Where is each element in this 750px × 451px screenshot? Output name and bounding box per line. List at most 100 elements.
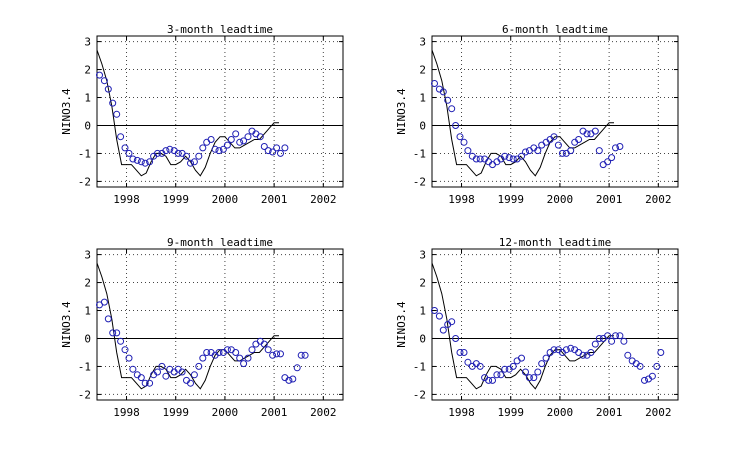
forecast-point bbox=[567, 344, 575, 352]
forecast-point bbox=[518, 354, 525, 362]
forecast-point bbox=[166, 145, 174, 153]
x-tick-label: 2002 bbox=[310, 406, 337, 419]
forecast-point bbox=[476, 362, 484, 370]
forecast-point bbox=[133, 156, 141, 164]
x-tick-label: 1998 bbox=[113, 193, 140, 206]
forecast-point bbox=[141, 379, 149, 387]
forecast-point bbox=[460, 138, 468, 146]
forecast-point bbox=[550, 346, 558, 354]
forecast-point bbox=[289, 375, 297, 383]
forecast-point bbox=[236, 354, 244, 362]
observed-line bbox=[431, 49, 614, 177]
forecast-point bbox=[256, 133, 264, 141]
forecast-point bbox=[530, 374, 538, 382]
forecast-point bbox=[195, 362, 203, 370]
y-tick-label: 0 bbox=[84, 332, 91, 345]
panel-title: 3-month leadtime bbox=[167, 23, 273, 36]
forecast-point bbox=[252, 340, 260, 348]
forecast-point bbox=[587, 349, 595, 356]
x-tick-label: 1999 bbox=[162, 406, 189, 419]
forecast-point bbox=[485, 376, 493, 384]
forecast-point bbox=[211, 145, 219, 153]
x-tick-label: 2001 bbox=[261, 406, 288, 419]
forecast-point bbox=[464, 147, 472, 155]
forecast-point bbox=[448, 105, 456, 113]
forecast-point bbox=[277, 149, 284, 157]
forecast-point bbox=[154, 368, 161, 376]
forecast-point bbox=[232, 130, 240, 138]
forecast-point bbox=[583, 130, 591, 138]
forecast-point bbox=[232, 349, 240, 356]
forecast-point bbox=[109, 99, 117, 107]
forecast-point bbox=[612, 144, 619, 152]
forecast-point bbox=[493, 371, 501, 379]
forecast-point bbox=[227, 346, 235, 354]
forecast-point bbox=[604, 332, 612, 340]
forecast-point bbox=[636, 362, 644, 370]
panel-title: 6-month leadtime bbox=[502, 23, 608, 36]
forecast-point bbox=[260, 143, 268, 150]
forecast-point bbox=[264, 346, 272, 354]
forecast-point bbox=[575, 136, 583, 143]
forecast-point bbox=[178, 368, 186, 376]
forecast-point bbox=[260, 340, 268, 348]
panel-3-month: 1998 1999 2000 2001 2002 -2 -1 0 1 2 3 3-month lead… bbox=[60, 23, 344, 206]
forecast-point bbox=[269, 351, 277, 359]
forecast-point bbox=[612, 332, 619, 340]
forecast-point bbox=[472, 155, 480, 163]
forecast-point bbox=[489, 376, 496, 384]
forecast-point bbox=[620, 337, 628, 345]
y-tick-label: 1 bbox=[84, 92, 91, 105]
forecast-point bbox=[567, 147, 575, 155]
forecast-point bbox=[104, 85, 112, 93]
forecast-point bbox=[431, 80, 438, 87]
forecast-point bbox=[435, 312, 443, 320]
forecast-point bbox=[146, 379, 154, 387]
forecast-point bbox=[558, 149, 566, 157]
forecast-point bbox=[109, 329, 117, 337]
forecast-point bbox=[509, 362, 517, 370]
y-tick-label: 0 bbox=[84, 119, 91, 132]
y-tick-label: -2 bbox=[78, 388, 91, 401]
forecast-point bbox=[513, 155, 521, 163]
forecast-point bbox=[178, 149, 186, 157]
forecast-point bbox=[117, 133, 125, 141]
forecast-point bbox=[522, 368, 529, 376]
y-tick-label: -2 bbox=[413, 175, 426, 188]
forecast-point bbox=[657, 349, 665, 356]
forecast-point bbox=[154, 149, 161, 157]
forecast-point bbox=[113, 329, 121, 337]
forecast-point bbox=[501, 365, 509, 373]
forecast-point bbox=[595, 147, 603, 155]
panel-9-month: 1998 1999 2000 2001 2002 -2 -1 0 1 2 3 9-month lead… bbox=[60, 236, 344, 419]
forecast-point bbox=[187, 159, 194, 167]
forecast-point bbox=[538, 141, 546, 149]
plot-frame bbox=[96, 35, 344, 188]
forecast-point bbox=[525, 374, 533, 382]
x-tick-label: 1999 bbox=[162, 193, 189, 206]
y-tick-label: 2 bbox=[419, 277, 426, 290]
forecast-point bbox=[117, 337, 125, 345]
x-tick-label: 2002 bbox=[310, 193, 337, 206]
forecast-point bbox=[518, 152, 525, 160]
forecast-point bbox=[653, 362, 661, 370]
forecast-point bbox=[444, 96, 452, 104]
forecast-point bbox=[121, 346, 129, 354]
y-tick-label: -1 bbox=[78, 360, 91, 373]
forecast-point bbox=[207, 136, 215, 143]
x-tick-label: 2002 bbox=[645, 193, 672, 206]
forecast-point bbox=[96, 71, 103, 79]
y-tick-label: -2 bbox=[78, 175, 91, 188]
panel-6-month: 1998 1999 2000 2001 2002 -2 -1 0 1 2 3 6-month lead… bbox=[395, 23, 679, 206]
forecast-point bbox=[100, 298, 108, 306]
forecast-point bbox=[240, 137, 248, 145]
forecast-point bbox=[513, 357, 521, 365]
forecast-point bbox=[452, 335, 460, 342]
y-tick-label: 2 bbox=[419, 64, 426, 77]
forecast-point bbox=[301, 351, 309, 359]
forecast-point bbox=[497, 371, 505, 379]
forecast-point bbox=[616, 143, 624, 150]
forecast-point bbox=[501, 152, 509, 160]
y-tick-label: 2 bbox=[84, 277, 91, 290]
plot-frame bbox=[96, 248, 344, 401]
